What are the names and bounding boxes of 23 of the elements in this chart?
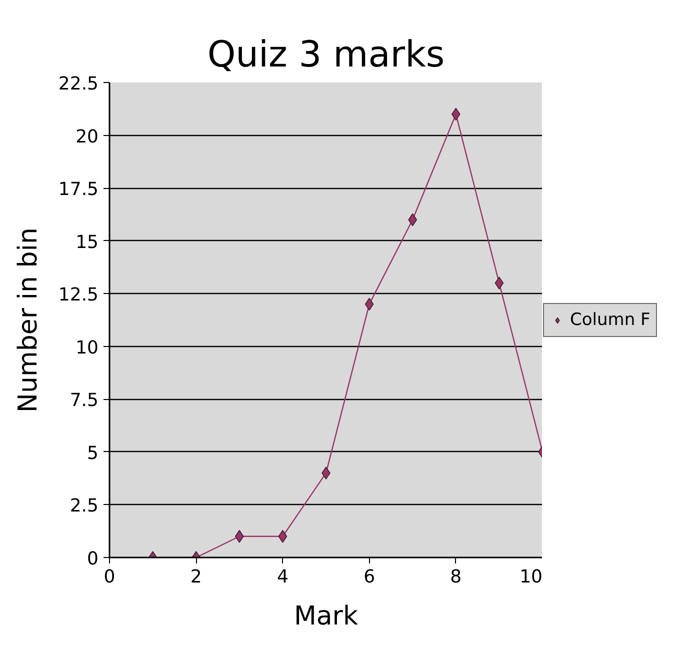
- x-axis-title: Mark: [294, 602, 358, 632]
- x-tick-label: 6: [364, 566, 376, 588]
- y-tick-label: 12.5: [58, 284, 98, 306]
- y-tick-label: 10: [76, 337, 98, 358]
- y-tick-label: 22.5: [58, 74, 98, 94]
- y-tick-label: 20: [76, 126, 98, 148]
- y-tick-label: 2.5: [70, 496, 99, 517]
- point: [278, 530, 288, 543]
- x-tick-label: 0: [104, 566, 116, 588]
- point: [494, 276, 504, 290]
- x-tick-label: 8: [450, 566, 462, 588]
- legend-label: Column F: [570, 310, 650, 330]
- y-axis-title: Number in bin: [13, 228, 44, 412]
- point: [364, 298, 374, 311]
- y-tick-label: 17.5: [58, 179, 98, 200]
- y-tick-label: 0: [87, 548, 98, 570]
- y-tick-label: 5: [87, 442, 98, 464]
- chart-title: Quiz 3 marks: [207, 34, 445, 76]
- y-tick-label: 7.5: [70, 390, 99, 412]
- x-tick-label: 10: [520, 566, 542, 588]
- y-tick-label: 15: [76, 232, 98, 253]
- x-tick-label: 2: [190, 566, 202, 588]
- x-tick-label: 4: [276, 566, 288, 588]
